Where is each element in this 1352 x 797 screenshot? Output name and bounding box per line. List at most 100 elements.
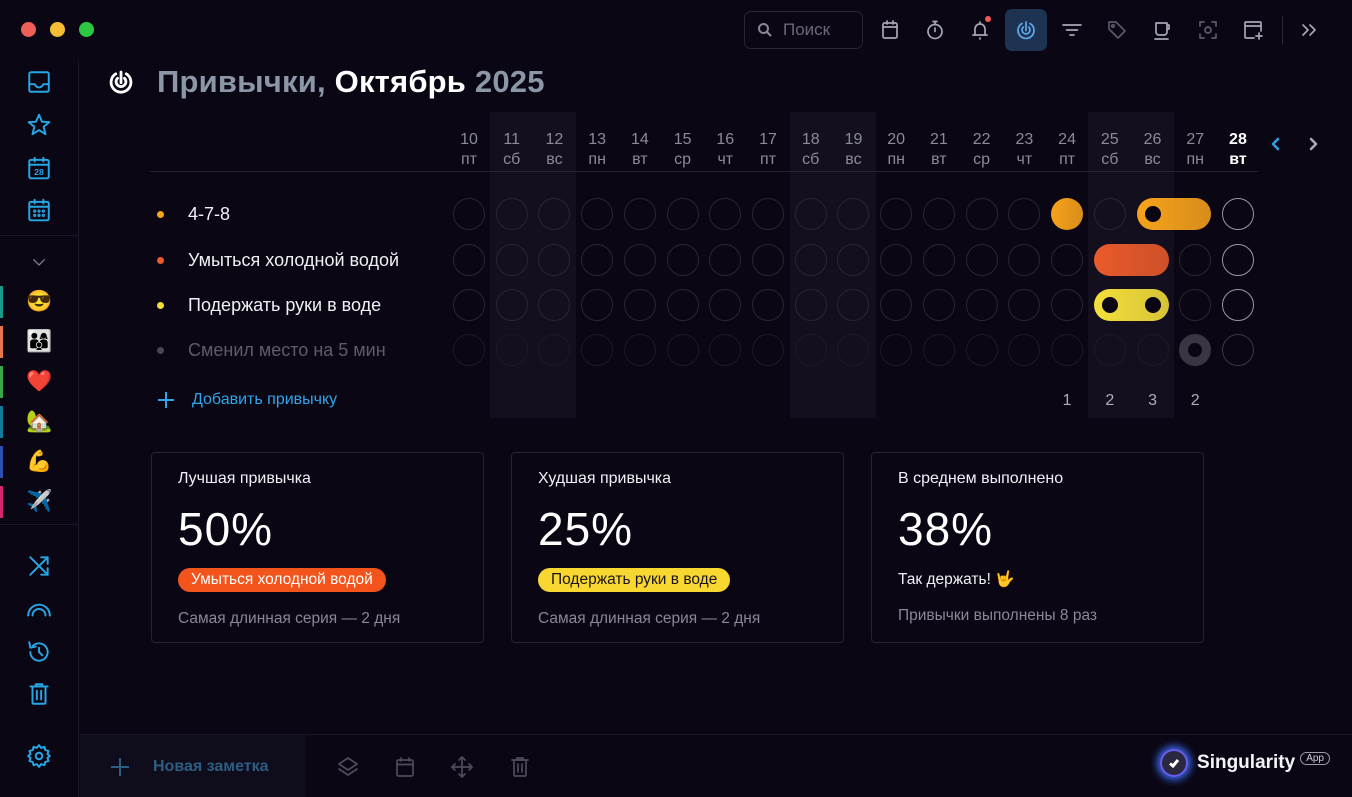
new-note-button[interactable]: Новая заметка	[80, 735, 306, 797]
habit-day-cell[interactable]	[880, 198, 913, 230]
habit-day-cell[interactable]	[709, 289, 742, 321]
project-item[interactable]: 👨‍👩‍👦	[0, 322, 79, 362]
habit-day-cell[interactable]	[965, 198, 998, 230]
habit-day-cell[interactable]	[666, 334, 699, 366]
break-button[interactable]	[1141, 9, 1183, 51]
habit-day-cell[interactable]	[837, 289, 870, 321]
search-input[interactable]: Поиск	[744, 11, 863, 49]
habit-day-cell[interactable]	[837, 244, 870, 276]
habit-day-cell[interactable]	[453, 198, 485, 230]
habit-day-cell[interactable]	[794, 244, 827, 276]
habit-day-cell[interactable]	[752, 244, 785, 276]
habit-streak-chain[interactable]	[1093, 289, 1169, 321]
habit-day-cell[interactable]	[1008, 244, 1041, 276]
habit-day-cell[interactable]	[1093, 334, 1126, 366]
project-item[interactable]: 💪	[0, 442, 79, 482]
habit-day-cell[interactable]	[453, 334, 485, 366]
sidebar-item-favorites[interactable]	[25, 111, 53, 139]
habit-day-cell[interactable]	[837, 334, 870, 366]
project-item[interactable]: ✈️	[0, 482, 79, 522]
habits-button[interactable]	[1005, 9, 1047, 51]
calendar-button[interactable]	[869, 9, 911, 51]
habit-day-cell[interactable]	[495, 334, 528, 366]
new-window-button[interactable]	[1232, 9, 1274, 51]
sidebar-item-today[interactable]: 28	[25, 154, 53, 182]
habit-day-cell[interactable]	[1136, 334, 1169, 366]
add-habit-button[interactable]: Добавить привычку	[156, 390, 337, 410]
habit-day-cell[interactable]	[1221, 198, 1254, 230]
habit-day-cell[interactable]	[453, 244, 485, 276]
habit-day-cell[interactable]	[581, 198, 614, 230]
habit-streak-chain[interactable]	[1136, 198, 1212, 230]
settings-button[interactable]	[25, 742, 53, 770]
timer-button[interactable]	[914, 9, 956, 51]
maximize-window-button[interactable]	[79, 22, 94, 37]
next-week-button[interactable]	[1301, 132, 1325, 156]
sidebar-item-inbox[interactable]	[25, 68, 53, 96]
habit-day-cell[interactable]	[965, 244, 998, 276]
habit-day-cell[interactable]	[453, 289, 485, 321]
notifications-button[interactable]	[959, 9, 1001, 51]
habit-day-cell[interactable]	[1179, 244, 1212, 276]
habit-day-cell[interactable]	[1221, 244, 1254, 276]
habit-day-cell[interactable]	[1008, 334, 1041, 366]
habit-day-cell[interactable]	[709, 244, 742, 276]
habit-day-cell[interactable]	[880, 244, 913, 276]
habit-row[interactable]: Умыться холодной водой	[150, 240, 399, 280]
habit-day-cell[interactable]	[538, 198, 571, 230]
habit-day-cell[interactable]	[880, 289, 913, 321]
habit-day-cell[interactable]	[752, 198, 785, 230]
habit-day-cell[interactable]	[623, 289, 656, 321]
habit-day-cell[interactable]	[922, 289, 955, 321]
focus-button[interactable]	[1187, 9, 1229, 51]
sidebar-item-random[interactable]	[25, 552, 53, 580]
habit-day-cell[interactable]	[1051, 334, 1084, 366]
project-item[interactable]: 😎	[0, 282, 79, 322]
habit-day-cell[interactable]	[709, 334, 742, 366]
habit-day-cell[interactable]	[623, 334, 656, 366]
habit-day-cell[interactable]	[666, 198, 699, 230]
habit-day-cell[interactable]	[581, 334, 614, 366]
habit-day-cell[interactable]	[709, 198, 742, 230]
habit-row[interactable]: Сменил место на 5 мин	[150, 330, 386, 370]
habit-day-cell[interactable]	[1221, 334, 1254, 366]
habit-day-cell[interactable]	[752, 334, 785, 366]
move-button[interactable]	[448, 753, 476, 781]
project-item[interactable]: ❤️	[0, 362, 79, 402]
delete-button[interactable]	[506, 753, 534, 781]
habit-day-cell[interactable]	[538, 244, 571, 276]
habit-day-cell[interactable]	[922, 244, 955, 276]
tags-button[interactable]	[1096, 9, 1138, 51]
sidebar-item-history[interactable]	[25, 638, 53, 666]
habit-day-cell[interactable]	[1051, 244, 1084, 276]
habit-day-cell[interactable]	[666, 289, 699, 321]
habit-day-cell-done[interactable]	[1179, 334, 1212, 366]
habit-day-cell[interactable]	[965, 289, 998, 321]
schedule-button[interactable]	[391, 753, 419, 781]
prev-week-button[interactable]	[1264, 132, 1288, 156]
habit-day-cell[interactable]	[495, 244, 528, 276]
sidebar-item-calendar[interactable]	[25, 196, 53, 224]
expand-panel-button[interactable]	[1288, 9, 1330, 51]
habit-day-cell[interactable]	[794, 198, 827, 230]
habit-day-cell[interactable]	[1179, 289, 1212, 321]
habit-day-cell[interactable]	[538, 289, 571, 321]
collapse-projects-button[interactable]	[25, 248, 53, 276]
habit-day-cell[interactable]	[495, 289, 528, 321]
habit-day-cell[interactable]	[752, 289, 785, 321]
habit-day-cell[interactable]	[1221, 289, 1254, 321]
layers-button[interactable]	[334, 753, 362, 781]
habit-day-cell[interactable]	[965, 334, 998, 366]
habit-day-cell[interactable]	[794, 289, 827, 321]
habit-day-cell[interactable]	[1093, 198, 1126, 230]
habit-day-cell[interactable]	[1008, 198, 1041, 230]
habit-day-cell-done[interactable]	[1051, 198, 1084, 230]
habit-day-cell[interactable]	[581, 244, 614, 276]
habit-day-cell[interactable]	[880, 334, 913, 366]
habit-day-cell[interactable]	[581, 289, 614, 321]
habit-day-cell[interactable]	[538, 334, 571, 366]
habit-day-cell[interactable]	[922, 198, 955, 230]
habit-day-cell[interactable]	[1008, 289, 1041, 321]
habit-day-cell[interactable]	[495, 198, 528, 230]
habit-day-cell[interactable]	[837, 198, 870, 230]
